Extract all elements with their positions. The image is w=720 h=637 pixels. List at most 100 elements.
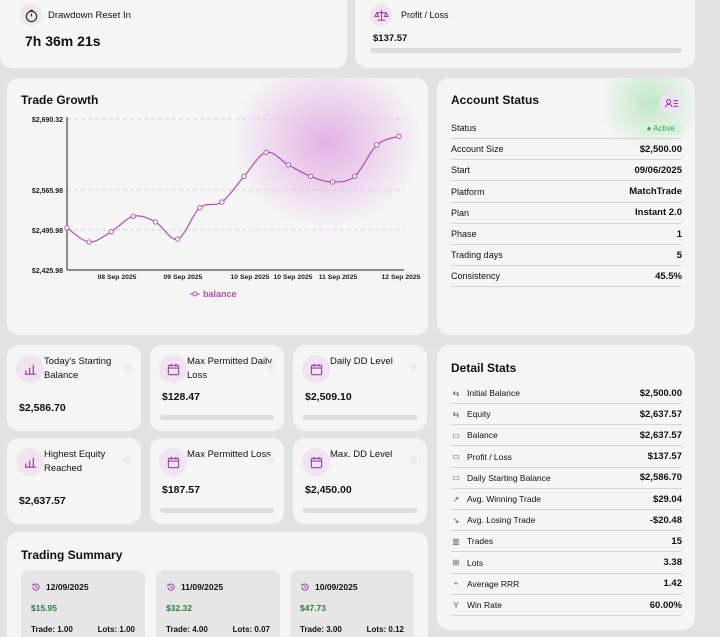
account-row-value: 5 bbox=[676, 249, 682, 261]
balance-data-point[interactable] bbox=[352, 173, 358, 179]
info-dot-icon[interactable] bbox=[123, 363, 131, 371]
detail-row: ↗ Avg. Winning Trade $29.04 bbox=[451, 489, 682, 510]
detail-row-label: Daily Starting Balance bbox=[467, 472, 551, 483]
detail-row-value: $2,586.70 bbox=[639, 472, 682, 484]
account-row-value: MatchTrade bbox=[629, 186, 682, 198]
balance-data-point[interactable] bbox=[86, 239, 92, 245]
account-row: Trading days 5 bbox=[451, 245, 682, 267]
trading-day-lots: Lots: 0.12 bbox=[366, 625, 404, 634]
balance-data-point[interactable] bbox=[374, 142, 380, 148]
progress-bar bbox=[160, 415, 274, 420]
stopwatch-icon bbox=[20, 4, 42, 26]
stat-tile-label: Max Permitted Daily Loss bbox=[187, 356, 272, 381]
trade-growth-card: Trade Growth 08 Sep 2025 09 Sep 2025 10 Se… bbox=[7, 78, 428, 335]
detail-row: ▥ Trades 15 bbox=[451, 531, 682, 553]
reset-value: 7h 36m 21s bbox=[25, 33, 101, 49]
account-row-label: Platform bbox=[451, 186, 485, 197]
balance-data-point[interactable] bbox=[285, 162, 291, 168]
trading-day-card[interactable]: 11/09/2025 $32.32 Trade: 4.00 Lots: 0.07 bbox=[156, 570, 280, 637]
calendar-icon bbox=[302, 355, 330, 383]
account-title: Account Status bbox=[451, 93, 540, 107]
detail-row-label: Avg. Winning Trade bbox=[467, 494, 542, 504]
profit-loss-card: Profit / Loss $137.57 bbox=[355, 0, 695, 68]
history-icon bbox=[301, 583, 309, 591]
detail-row-value: 3.38 bbox=[663, 557, 683, 569]
trading-day-amount: $15.95 bbox=[31, 603, 57, 613]
progress-bar bbox=[160, 508, 274, 513]
x-tick-label: 09 Sep 2025 bbox=[164, 274, 203, 281]
history-icon bbox=[167, 583, 175, 591]
trading-day-card[interactable]: 12/09/2025 $15.95 Trade: 1.00 Lots: 1.00 bbox=[21, 570, 145, 637]
y-tick-label: $2,690.32 bbox=[32, 117, 63, 124]
detail-row-label: Profit / Loss bbox=[467, 451, 512, 462]
detail-row-label: Lots bbox=[467, 557, 484, 568]
detail-row-value: -$20.48 bbox=[649, 514, 682, 526]
info-dot-icon[interactable] bbox=[123, 456, 131, 464]
detail-row-icon: ▭ bbox=[452, 430, 460, 440]
user-list-icon[interactable] bbox=[660, 92, 682, 114]
detail-row-label: Win Rate bbox=[467, 600, 502, 610]
account-row-value: $2,500.00 bbox=[639, 143, 682, 155]
balance-data-point[interactable] bbox=[263, 149, 269, 155]
detail-row-value: $137.57 bbox=[647, 451, 682, 463]
balance-data-point[interactable] bbox=[130, 213, 137, 219]
info-dot-icon[interactable] bbox=[266, 363, 274, 371]
balance-data-point[interactable] bbox=[219, 199, 225, 205]
account-row: Phase 1 bbox=[451, 224, 682, 245]
detail-row-icon: ⇆ bbox=[452, 409, 460, 419]
legend-marker-icon bbox=[190, 291, 200, 297]
balance-data-point[interactable] bbox=[152, 219, 159, 225]
info-dot-icon[interactable] bbox=[266, 456, 274, 464]
account-row-value: 09/06/2025 bbox=[634, 164, 682, 176]
detail-row-icon: ▭ bbox=[452, 452, 460, 462]
detail-row-value: 60.00% bbox=[649, 599, 682, 611]
detail-row-value: $2,637.57 bbox=[639, 429, 682, 441]
balance-data-point[interactable] bbox=[64, 225, 70, 231]
stat-tile-value: $128.47 bbox=[162, 391, 200, 403]
detail-row-label: Balance bbox=[467, 430, 498, 441]
balance-data-point[interactable] bbox=[108, 229, 114, 235]
account-row-value: Instant 2.0 bbox=[635, 207, 682, 219]
detail-row: ▭ Balance $2,637.57 bbox=[451, 425, 682, 447]
trading-day-date: 11/09/2025 bbox=[181, 582, 224, 592]
bar-chart-icon bbox=[16, 355, 44, 383]
stat-tile-label: Max. DD Level bbox=[330, 449, 393, 460]
pl-value: $137.57 bbox=[373, 33, 408, 44]
account-row: Status ● Active bbox=[451, 118, 682, 139]
info-dot-icon[interactable] bbox=[409, 363, 417, 371]
chart-glow bbox=[232, 78, 422, 228]
status-badge: ● Active bbox=[639, 121, 682, 135]
account-row-label: Account Size bbox=[451, 144, 504, 155]
detail-row-value: 15 bbox=[671, 535, 682, 547]
chart-title: Trade Growth bbox=[21, 93, 99, 107]
detail-row-label: Average RRR bbox=[467, 578, 520, 589]
detail-row-label: Avg. Losing Trade bbox=[467, 515, 536, 526]
detail-row-icon: ▭ bbox=[452, 473, 460, 483]
x-tick-label: 10 Sep 2025 bbox=[231, 274, 270, 281]
stat-tile-value: $2,586.70 bbox=[19, 402, 66, 414]
account-row: Start 09/06/2025 bbox=[451, 160, 682, 182]
reset-title: Drawdown Reset In bbox=[48, 10, 131, 21]
balance-data-point[interactable] bbox=[241, 173, 247, 179]
stat-tile-value: $187.57 bbox=[162, 484, 200, 496]
detail-row-icon: ÷ bbox=[453, 579, 459, 589]
x-tick-label: 08 Sep 2025 bbox=[98, 274, 137, 281]
detail-row: Y Win Rate 60.00% bbox=[451, 595, 682, 616]
stat-tile: Today's Starting Balance $2,586.70 bbox=[7, 345, 141, 431]
stat-tile-label: Max Permitted Loss bbox=[187, 449, 271, 460]
trading-day-card[interactable]: 10/09/2025 $47.73 Trade: 3.00 Lots: 0.12 bbox=[290, 570, 414, 637]
balance-data-point[interactable] bbox=[307, 173, 314, 179]
balance-data-point[interactable] bbox=[175, 236, 181, 242]
stat-tile-label: Highest Equity Reached bbox=[44, 449, 106, 474]
detail-stats-card: Detail Stats ⇆ Initial Balance $2,500.00 ⇆ E… bbox=[437, 345, 695, 630]
x-tick-label: 10 Sep 2025 bbox=[274, 274, 313, 281]
balance-data-point[interactable] bbox=[396, 133, 402, 139]
balance-data-point[interactable] bbox=[197, 205, 203, 211]
account-row-value: 45.5% bbox=[655, 270, 682, 282]
trading-day-date: 10/09/2025 bbox=[315, 582, 358, 592]
balance-data-point[interactable] bbox=[329, 179, 336, 185]
detail-row: ⇆ Equity $2,637.57 bbox=[451, 404, 682, 426]
account-row-label: Plan bbox=[451, 207, 470, 218]
trading-day-date: 12/09/2025 bbox=[46, 582, 89, 592]
info-dot-icon[interactable] bbox=[409, 456, 417, 464]
